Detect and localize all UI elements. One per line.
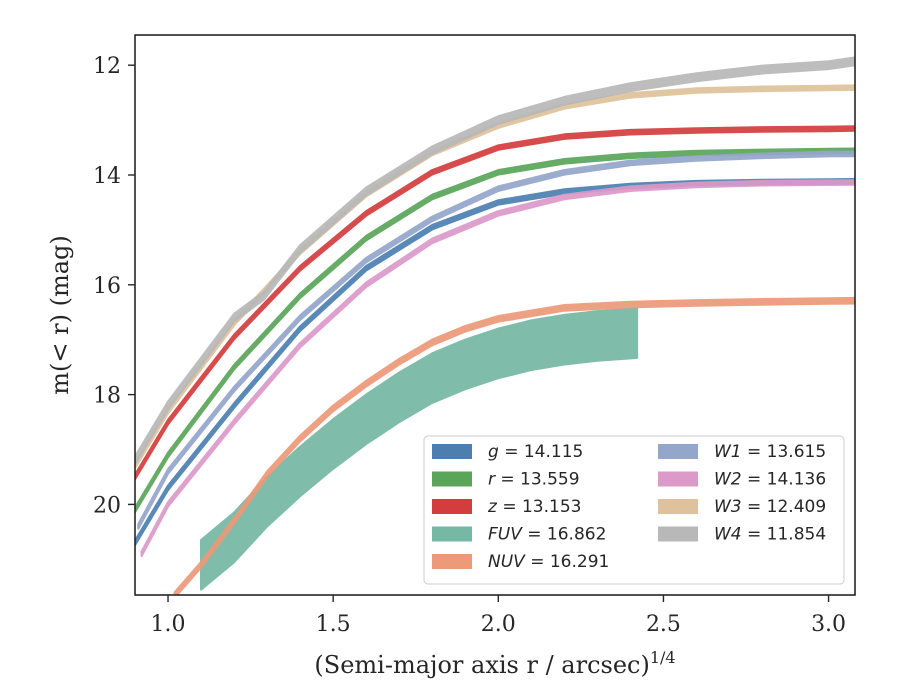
x-axis-label-main: (Semi-major axis r / arcsec) bbox=[314, 651, 649, 679]
series-r-band bbox=[135, 147, 855, 514]
legend-label: W2 = 14.136 bbox=[714, 470, 826, 490]
legend-entry-fuv: FUV = 16.862 bbox=[432, 525, 606, 545]
legend-swatch bbox=[658, 499, 698, 514]
legend-label: W3 = 12.409 bbox=[714, 497, 826, 517]
x-axis-ticks: 1.0 1.5 2.0 2.5 3.0 bbox=[151, 595, 846, 637]
y-tick-label: 20 bbox=[93, 493, 121, 518]
y-tick-label: 14 bbox=[93, 164, 121, 189]
x-tick-label: 3.0 bbox=[811, 612, 846, 637]
x-axis-label-superscript: 1/4 bbox=[650, 648, 676, 667]
legend-entry-nuv: NUV = 16.291 bbox=[432, 552, 609, 572]
x-tick-label: 2.5 bbox=[646, 612, 681, 637]
y-axis-ticks: 12 14 16 18 20 bbox=[93, 54, 135, 518]
legend-entry-w4: W4 = 11.854 bbox=[658, 525, 826, 545]
legend-entry-w2: W2 = 14.136 bbox=[658, 470, 826, 490]
legend-swatch bbox=[432, 526, 472, 542]
legend-entry-r: r = 13.559 bbox=[432, 470, 580, 490]
y-tick-label: 18 bbox=[93, 384, 121, 409]
legend-entry-z: z = 13.153 bbox=[432, 497, 581, 517]
series-w4-band bbox=[135, 56, 855, 466]
legend-swatch bbox=[432, 554, 472, 569]
legend: g = 14.115 r = 13.559 z = 13.153 FUV = 16.8… bbox=[423, 435, 845, 585]
x-tick-label: 1.0 bbox=[151, 612, 186, 637]
x-tick-label: 2.0 bbox=[481, 612, 516, 637]
legend-swatch bbox=[658, 526, 698, 542]
x-tick-label: 1.5 bbox=[316, 612, 351, 637]
series-fuv-band bbox=[200, 307, 639, 591]
series-w1-band bbox=[137, 150, 855, 530]
y-tick-label: 16 bbox=[93, 274, 121, 299]
legend-label: FUV = 16.862 bbox=[488, 525, 606, 545]
legend-swatch bbox=[658, 471, 698, 487]
legend-swatch bbox=[658, 444, 698, 459]
legend-label: r = 13.559 bbox=[488, 470, 580, 490]
legend-box bbox=[423, 435, 845, 585]
series-w2-band bbox=[140, 179, 855, 558]
legend-entry-w1: W1 = 13.615 bbox=[658, 442, 826, 462]
legend-label: W1 = 13.615 bbox=[714, 442, 826, 462]
series-layer bbox=[135, 56, 855, 595]
legend-label: z = 13.153 bbox=[487, 497, 581, 517]
series-nuv-band bbox=[173, 296, 855, 595]
plot-frame bbox=[134, 34, 856, 596]
legend-entry-w3: W3 = 12.409 bbox=[658, 497, 826, 517]
legend-entry-g: g = 14.115 bbox=[432, 442, 583, 462]
legend-label: W4 = 11.854 bbox=[714, 525, 826, 545]
legend-swatch bbox=[432, 444, 472, 459]
y-axis-label: m(< r) (mag) bbox=[46, 235, 74, 394]
legend-label: g = 14.115 bbox=[488, 442, 583, 462]
legend-swatch bbox=[432, 499, 472, 514]
legend-label: NUV = 16.291 bbox=[488, 552, 609, 572]
y-tick-label: 12 bbox=[93, 54, 121, 79]
legend-swatch bbox=[432, 471, 472, 487]
x-axis-label: (Semi-major axis r / arcsec)1/4 bbox=[314, 648, 675, 679]
series-g-band bbox=[135, 178, 855, 547]
series-z-band bbox=[135, 125, 855, 481]
